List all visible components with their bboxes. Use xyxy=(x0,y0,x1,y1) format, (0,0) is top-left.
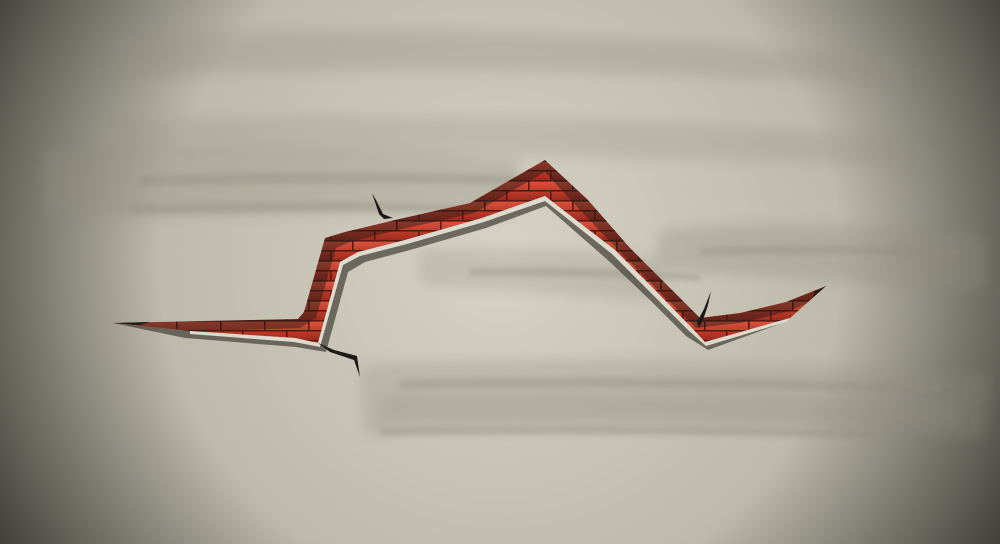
crack-shadow xyxy=(113,196,826,352)
crack-tips xyxy=(113,193,826,377)
